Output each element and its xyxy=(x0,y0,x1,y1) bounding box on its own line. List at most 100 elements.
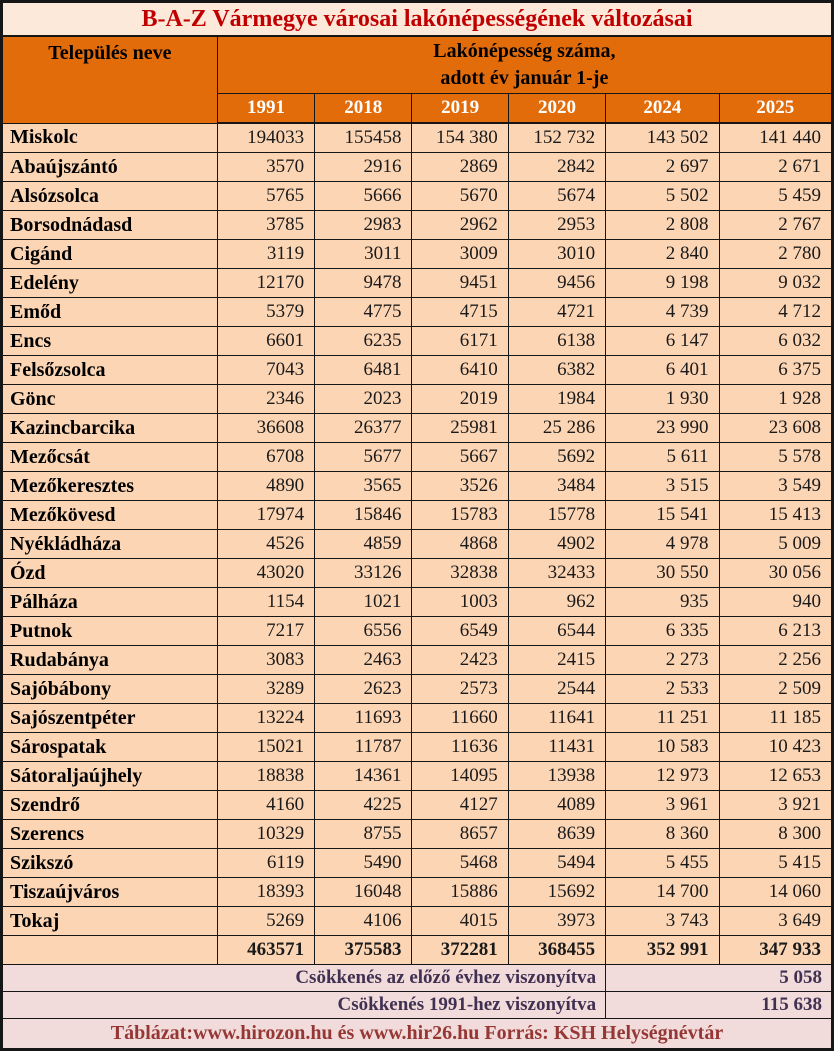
population-value: 4089 xyxy=(507,790,607,820)
table-row: Mezőcsát 6708 5677 5667 5692 5 611 5 578 xyxy=(1,442,834,472)
population-value: 4106 xyxy=(314,906,413,936)
table-row: Alsózsolca 5765 5666 5670 5674 5 502 5 459 xyxy=(1,181,834,211)
settlement-name: Miskolc xyxy=(1,122,218,153)
decrease-vs-1991-label: Csökkenés 1991-hez viszonyítva xyxy=(0,991,607,1019)
population-value: 5666 xyxy=(314,181,413,211)
table-row: Mezőkövesd 17974 15846 15783 15778 15 541 15 4… xyxy=(1,500,834,530)
population-value: 14 060 xyxy=(718,877,834,907)
population-value: 2463 xyxy=(314,645,413,675)
population-value: 5765 xyxy=(216,181,316,211)
table-row: Kazincbarcika 36608 26377 25981 25 286 23 990… xyxy=(1,413,834,443)
population-value: 2023 xyxy=(314,384,413,414)
settlement-name: Szendrő xyxy=(1,790,218,820)
table-row: Mezőkeresztes 4890 3565 3526 3484 3 515 3 549 xyxy=(1,471,834,501)
table-row: Miskolc 194033 155458 154 380 152 732 143 502… xyxy=(1,122,834,153)
population-value: 14361 xyxy=(314,761,413,791)
table-row: Borsodnádasd 3785 2983 2962 2953 2 808 2 767 xyxy=(1,210,834,240)
population-value: 30 550 xyxy=(605,558,720,588)
population-value: 2 697 xyxy=(605,152,720,182)
population-value: 6 032 xyxy=(718,326,834,356)
population-value: 2346 xyxy=(216,384,316,414)
population-value: 2 509 xyxy=(718,674,834,704)
population-value: 11 251 xyxy=(605,703,720,733)
decrease-vs-previous-year-row: Csökkenés az előző évhez viszonyítva 5 0… xyxy=(0,964,833,992)
settlement-name: Pálháza xyxy=(1,587,218,617)
population-value: 1 930 xyxy=(605,384,720,414)
population-value: 4 739 xyxy=(605,297,720,327)
table-row: Szendrő 4160 4225 4127 4089 3 961 3 921 xyxy=(1,790,834,820)
population-value: 11660 xyxy=(411,703,509,733)
population-value: 194033 xyxy=(216,122,316,153)
settlement-name: Sajóbábony xyxy=(1,674,218,704)
population-value: 13224 xyxy=(216,703,316,733)
population-value: 8755 xyxy=(314,819,413,849)
population-value: 2842 xyxy=(507,152,607,182)
decrease-vs-previous-year-value: 5 058 xyxy=(605,964,833,992)
population-value: 2019 xyxy=(411,384,509,414)
table-row: Szerencs 10329 8755 8657 8639 8 360 8 300 xyxy=(1,819,834,849)
population-value: 3009 xyxy=(411,239,509,269)
table-row: Cigánd 3119 3011 3009 3010 2 840 2 780 xyxy=(1,239,834,269)
population-value: 4015 xyxy=(411,906,509,936)
population-value: 2 533 xyxy=(605,674,720,704)
population-value: 10329 xyxy=(216,819,316,849)
population-value: 5667 xyxy=(411,442,509,472)
population-value: 5 415 xyxy=(718,848,834,878)
population-value: 4775 xyxy=(314,297,413,327)
settlement-name: Mezőkövesd xyxy=(1,500,218,530)
population-value: 3010 xyxy=(507,239,607,269)
population-value: 15692 xyxy=(507,877,607,907)
table-row: Szikszó 6119 5490 5468 5494 5 455 5 415 xyxy=(1,848,834,878)
population-value: 3 961 xyxy=(605,790,720,820)
population-value: 30 056 xyxy=(718,558,834,588)
population-value: 12170 xyxy=(216,268,316,298)
population-value: 8 360 xyxy=(605,819,720,849)
table-row: Emőd 5379 4775 4715 4721 4 739 4 712 xyxy=(1,297,834,327)
population-value: 2962 xyxy=(411,210,509,240)
population-header: Lakónépesség száma, adott év január 1-je xyxy=(216,35,834,94)
year-header-2018: 2018 xyxy=(314,93,413,124)
table-row: Gönc 2346 2023 2019 1984 1 930 1 928 xyxy=(1,384,834,414)
population-value: 3 649 xyxy=(718,906,834,936)
population-value: 15778 xyxy=(507,500,607,530)
population-value: 15886 xyxy=(411,877,509,907)
table-row: Felsőzsolca 7043 6481 6410 6382 6 401 6 375 xyxy=(1,355,834,385)
population-value: 3083 xyxy=(216,645,316,675)
table-row: Sárospatak 15021 11787 11636 11431 10 583 10 4… xyxy=(1,732,834,762)
population-value: 5269 xyxy=(216,906,316,936)
year-header-row: 1991 2018 2019 2020 2024 2025 xyxy=(2,93,834,124)
population-value: 940 xyxy=(718,587,834,617)
population-value: 3973 xyxy=(507,906,607,936)
population-value: 2 840 xyxy=(605,239,720,269)
population-value: 4160 xyxy=(216,790,316,820)
total-2018: 375583 xyxy=(314,935,413,965)
population-value: 11 185 xyxy=(718,703,834,733)
population-value: 3 549 xyxy=(718,471,834,501)
table-row: Sajószentpéter 13224 11693 11660 11641 11 251… xyxy=(1,703,834,733)
population-value: 26377 xyxy=(314,413,413,443)
settlement-name: Sajószentpéter xyxy=(1,703,218,733)
table-row: Tiszaújváros 18393 16048 15886 15692 14 700 14… xyxy=(1,877,834,907)
population-value: 6 335 xyxy=(605,616,720,646)
table-row: Tokaj 5269 4106 4015 3973 3 743 3 649 xyxy=(1,906,834,936)
population-value: 7217 xyxy=(216,616,316,646)
population-value: 11641 xyxy=(507,703,607,733)
population-value: 2623 xyxy=(314,674,413,704)
settlement-name: Nyékládháza xyxy=(1,529,218,559)
population-value: 3570 xyxy=(216,152,316,182)
population-value: 5468 xyxy=(411,848,509,878)
table-row: Putnok 7217 6556 6549 6544 6 335 6 213 xyxy=(1,616,834,646)
population-value: 5490 xyxy=(314,848,413,878)
population-value: 6 401 xyxy=(605,355,720,385)
table-row: Sátoraljaújhely 18838 14361 14095 13938 12 97… xyxy=(1,761,834,791)
population-value: 5677 xyxy=(314,442,413,472)
population-value: 33126 xyxy=(314,558,413,588)
settlement-name: Szikszó xyxy=(1,848,218,878)
population-value: 4526 xyxy=(216,529,316,559)
population-value: 5670 xyxy=(411,181,509,211)
population-value: 15 413 xyxy=(718,500,834,530)
population-header-line2: adott év január 1-je xyxy=(440,67,609,89)
population-value: 6708 xyxy=(216,442,316,472)
population-value: 32433 xyxy=(507,558,607,588)
